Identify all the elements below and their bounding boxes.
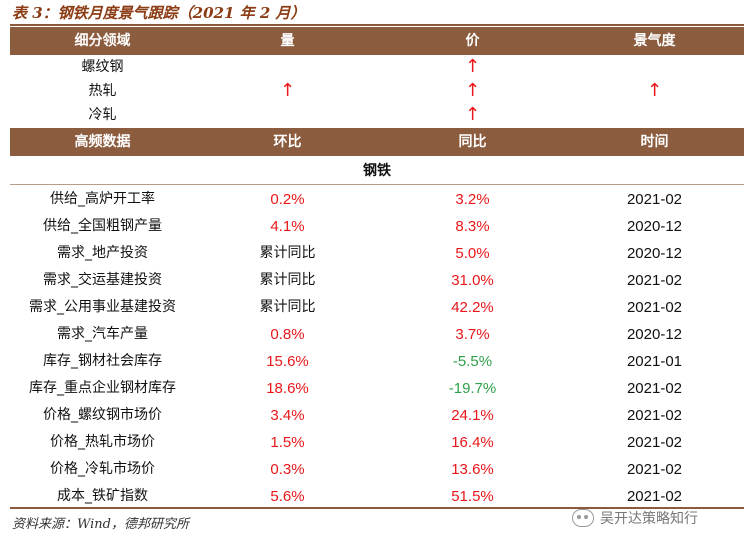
yoy-value: 51.5% bbox=[451, 488, 494, 505]
indicator-name: 需求_公用事业基建投资 bbox=[29, 299, 176, 315]
table-row: 价格_螺纹钢市场价 3.4% 24.1% 2021-02 bbox=[10, 402, 744, 429]
yoy-value: 42.2% bbox=[451, 299, 494, 316]
table-row: 供给_高炉开工率 0.2% 3.2% 2021-02 bbox=[10, 186, 744, 213]
header-hf-data: 高频数据 bbox=[74, 134, 131, 150]
volume-arrow-icon: ↑ bbox=[279, 80, 296, 101]
yoy-value: 5.0% bbox=[455, 245, 490, 262]
date-value: 2021-02 bbox=[626, 461, 683, 478]
price-arrow-icon: ↑ bbox=[464, 56, 481, 77]
indicator-name: 成本_铁矿指数 bbox=[57, 488, 148, 504]
indicator-name: 需求_交运基建投资 bbox=[43, 272, 162, 288]
sector-row: 冷轧 ↑ bbox=[10, 103, 744, 127]
yoy-value: 3.2% bbox=[455, 191, 490, 208]
data-header: 高频数据 环比 同比 时间 bbox=[10, 128, 744, 156]
header-time: 时间 bbox=[640, 134, 669, 150]
sector-row: 热轧 ↑ ↑ ↑ bbox=[10, 79, 744, 103]
date-value: 2021-02 bbox=[626, 380, 683, 397]
indicator-name: 库存_钢材社会库存 bbox=[43, 353, 162, 369]
date-value: 2021-02 bbox=[626, 191, 683, 208]
top-rule bbox=[10, 24, 744, 26]
header-volume: 量 bbox=[280, 33, 295, 49]
volume-arrow-icon bbox=[195, 103, 380, 127]
mom-value: 3.4% bbox=[270, 407, 305, 424]
mom-value: 5.6% bbox=[270, 488, 305, 505]
date-value: 2021-02 bbox=[626, 407, 683, 424]
table-title: 表 3：钢铁月度景气跟踪（2021 年 2 月） bbox=[12, 4, 306, 22]
date-value: 2021-02 bbox=[626, 299, 683, 316]
table-row: 供给_全国粗钢产量 4.1% 8.3% 2020-12 bbox=[10, 213, 744, 240]
mom-value: 0.8% bbox=[270, 326, 305, 343]
date-value: 2020-12 bbox=[626, 245, 683, 262]
header-mom: 环比 bbox=[273, 134, 302, 150]
mom-value: 1.5% bbox=[270, 434, 305, 451]
indicator-name: 供给_高炉开工率 bbox=[50, 191, 155, 207]
table-row: 库存_钢材社会库存 15.6% -5.5% 2021-01 bbox=[10, 348, 744, 375]
sector-name: 螺纹钢 bbox=[81, 59, 124, 75]
header-sentiment: 景气度 bbox=[633, 33, 676, 49]
indicator-name: 价格_冷轧市场价 bbox=[50, 461, 155, 477]
indicator-name: 供给_全国粗钢产量 bbox=[43, 218, 162, 234]
indicator-name: 需求_汽车产量 bbox=[57, 326, 148, 342]
table-row: 库存_重点企业钢材库存 18.6% -19.7% 2021-02 bbox=[10, 375, 744, 402]
mom-value: 18.6% bbox=[266, 380, 309, 397]
sector-row: 螺纹钢 ↑ bbox=[10, 55, 744, 79]
volume-arrow-icon bbox=[195, 55, 380, 79]
indicator-name: 价格_热轧市场价 bbox=[50, 434, 155, 450]
yoy-value: 8.3% bbox=[455, 218, 490, 235]
indicator-name: 需求_地产投资 bbox=[57, 245, 148, 261]
sentiment-arrow-icon bbox=[565, 55, 744, 79]
mom-value: 累计同比 bbox=[259, 272, 316, 288]
mom-value: 0.2% bbox=[270, 191, 305, 208]
date-value: 2020-12 bbox=[626, 326, 683, 343]
date-value: 2021-01 bbox=[626, 353, 683, 370]
mom-value: 累计同比 bbox=[259, 299, 316, 315]
mom-value: 15.6% bbox=[266, 353, 309, 370]
yoy-value: -5.5% bbox=[452, 353, 493, 370]
watermark: 吴开达策略知行 bbox=[572, 508, 698, 528]
section-label: 钢铁 bbox=[10, 158, 744, 184]
sentiment-arrow-icon bbox=[565, 103, 744, 127]
price-arrow-icon: ↑ bbox=[464, 104, 481, 125]
section-rule bbox=[10, 184, 744, 185]
sector-header: 细分领域 量 价 景气度 bbox=[10, 27, 744, 55]
sector-name: 热轧 bbox=[88, 83, 117, 99]
wechat-icon bbox=[572, 509, 594, 527]
date-value: 2021-02 bbox=[626, 434, 683, 451]
indicator-name: 价格_螺纹钢市场价 bbox=[43, 407, 162, 423]
table-row: 需求_汽车产量 0.8% 3.7% 2020-12 bbox=[10, 321, 744, 348]
source-note: 资料来源：Wind，德邦研究所 bbox=[12, 517, 189, 532]
header-yoy: 同比 bbox=[458, 134, 487, 150]
yoy-value: 16.4% bbox=[451, 434, 494, 451]
table-row: 需求_公用事业基建投资 累计同比 42.2% 2021-02 bbox=[10, 294, 744, 321]
indicator-name: 库存_重点企业钢材库存 bbox=[29, 380, 176, 396]
sentiment-arrow-icon: ↑ bbox=[646, 80, 663, 101]
sector-name: 冷轧 bbox=[88, 107, 117, 123]
yoy-value: -19.7% bbox=[448, 380, 497, 397]
mom-value: 4.1% bbox=[270, 218, 305, 235]
date-value: 2020-12 bbox=[626, 218, 683, 235]
yoy-value: 3.7% bbox=[455, 326, 490, 343]
yoy-value: 13.6% bbox=[451, 461, 494, 478]
price-arrow-icon: ↑ bbox=[464, 80, 481, 101]
table-row: 需求_地产投资 累计同比 5.0% 2020-12 bbox=[10, 240, 744, 267]
mom-value: 0.3% bbox=[270, 461, 305, 478]
date-value: 2021-02 bbox=[626, 488, 683, 505]
header-sector: 细分领域 bbox=[74, 33, 131, 49]
table-row: 需求_交运基建投资 累计同比 31.0% 2021-02 bbox=[10, 267, 744, 294]
yoy-value: 31.0% bbox=[451, 272, 494, 289]
bottom-rule bbox=[10, 507, 744, 509]
date-value: 2021-02 bbox=[626, 272, 683, 289]
yoy-value: 24.1% bbox=[451, 407, 494, 424]
mom-value: 累计同比 bbox=[259, 245, 316, 261]
watermark-text: 吴开达策略知行 bbox=[600, 511, 698, 527]
table-row: 成本_铁矿指数 5.6% 51.5% 2021-02 bbox=[10, 483, 744, 510]
header-price: 价 bbox=[465, 33, 480, 49]
table-row: 价格_热轧市场价 1.5% 16.4% 2021-02 bbox=[10, 429, 744, 456]
table-row: 价格_冷轧市场价 0.3% 13.6% 2021-02 bbox=[10, 456, 744, 483]
